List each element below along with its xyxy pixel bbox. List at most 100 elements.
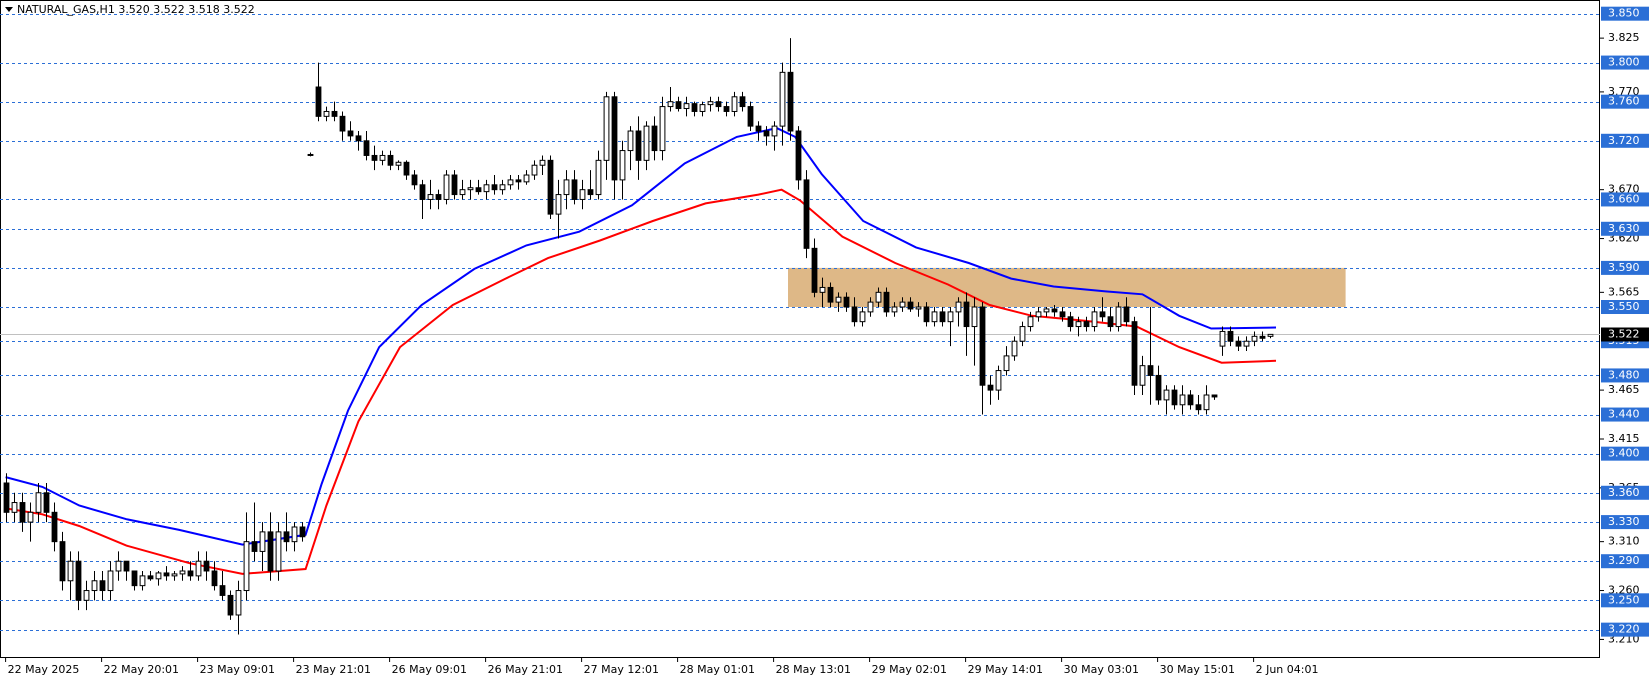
candle-body	[371, 154, 378, 161]
candle-body	[715, 101, 722, 108]
candle-body	[395, 161, 402, 166]
candle-body	[947, 311, 954, 323]
candle-body	[771, 125, 778, 137]
candle-body	[891, 306, 898, 313]
x-tick-label: 30 May 03:01	[1064, 663, 1139, 676]
candle-body	[363, 140, 370, 156]
candle-body	[555, 194, 562, 215]
candle-body	[51, 511, 58, 543]
x-tick-label: 28 May 13:01	[776, 663, 851, 676]
candle-body	[683, 103, 690, 110]
candle-body	[403, 161, 410, 176]
candle-body	[1075, 321, 1082, 328]
candle-body	[315, 86, 322, 117]
candle-body	[251, 541, 258, 552]
level-label: 3.630	[1608, 222, 1640, 235]
candle-body	[499, 184, 506, 191]
candle-body	[651, 125, 658, 152]
level-label: 3.290	[1608, 554, 1640, 567]
candle-body	[747, 106, 754, 127]
candle-body	[299, 526, 306, 538]
candle-body	[1035, 311, 1042, 318]
candle-body	[699, 104, 706, 112]
candle-body	[955, 301, 962, 313]
candle-body	[355, 135, 362, 142]
x-tick-label: 26 May 09:01	[392, 663, 467, 676]
candle-body	[667, 101, 674, 108]
candle-body	[451, 174, 458, 196]
candle-body	[139, 575, 146, 587]
candle-body	[707, 101, 714, 106]
x-tick-label: 23 May 09:01	[200, 663, 275, 676]
candle-body	[179, 570, 186, 575]
candle-body	[3, 482, 10, 513]
candle-body	[515, 179, 522, 183]
x-tick-label: 26 May 21:01	[488, 663, 563, 676]
candle-body	[307, 153, 314, 156]
candle-body	[811, 247, 818, 293]
candle-body	[1003, 355, 1010, 372]
level-box	[1601, 368, 1649, 383]
candle-body	[1179, 394, 1186, 406]
candle-body	[1147, 365, 1154, 376]
candle-body	[635, 130, 642, 161]
candle-body	[331, 110, 338, 117]
candle-body	[971, 306, 978, 328]
candle-body	[1067, 316, 1074, 328]
candle-body	[147, 575, 154, 580]
candle-body	[691, 103, 698, 112]
candle-body	[1083, 321, 1090, 328]
y-tick-label: 3.465	[1608, 383, 1640, 396]
candle-body	[563, 179, 570, 196]
candle-body	[235, 590, 242, 616]
candle-body	[227, 594, 234, 616]
level-box	[1601, 593, 1649, 608]
y-tick-label: 3.825	[1608, 31, 1640, 44]
candle-body	[1203, 394, 1210, 411]
candle-body	[211, 570, 218, 587]
level-label: 3.250	[1608, 593, 1640, 606]
level-box	[1601, 622, 1649, 637]
candle-body	[467, 187, 474, 191]
candle-body	[99, 580, 106, 592]
candle-body	[979, 306, 986, 386]
price-label: 3.522	[1608, 328, 1640, 341]
level-label: 3.330	[1608, 515, 1640, 528]
level-box	[1601, 260, 1649, 275]
candle-body	[1243, 340, 1250, 347]
candle-body	[419, 184, 426, 200]
candle-body	[611, 96, 618, 181]
level-box	[1601, 94, 1649, 109]
candle-body	[435, 194, 442, 200]
candle-body	[323, 110, 330, 117]
candle-body	[1211, 394, 1218, 398]
candle-body	[339, 115, 346, 132]
candle-body	[595, 159, 602, 196]
candle-body	[123, 560, 130, 572]
candle-body	[795, 130, 802, 181]
candle-body	[243, 541, 250, 592]
candle-body	[803, 179, 810, 249]
candle-body	[491, 184, 498, 191]
candle-body	[1139, 365, 1146, 386]
x-tick-label: 28 May 01:01	[680, 663, 755, 676]
candle-body	[1163, 389, 1170, 401]
price-box	[1601, 327, 1649, 342]
candle-body	[475, 187, 482, 193]
candle-body	[547, 159, 554, 215]
y-tick-label: 3.415	[1608, 432, 1640, 445]
y-tick-label: 3.565	[1608, 285, 1640, 298]
candle-body	[1251, 335, 1258, 342]
candle-body	[851, 306, 858, 323]
candle-body	[507, 179, 514, 186]
chart-title: NATURAL_GAS,H1 3.520 3.522 3.518 3.522	[17, 3, 255, 16]
candle-body	[459, 189, 466, 196]
candle-body	[411, 174, 418, 186]
level-label: 3.590	[1608, 261, 1640, 274]
candle-body	[267, 531, 274, 572]
candle-body	[1107, 316, 1114, 328]
candle-body	[675, 101, 682, 110]
candle-body	[1019, 326, 1026, 342]
menu-arrow	[5, 7, 13, 12]
candle-body	[1267, 333, 1274, 337]
